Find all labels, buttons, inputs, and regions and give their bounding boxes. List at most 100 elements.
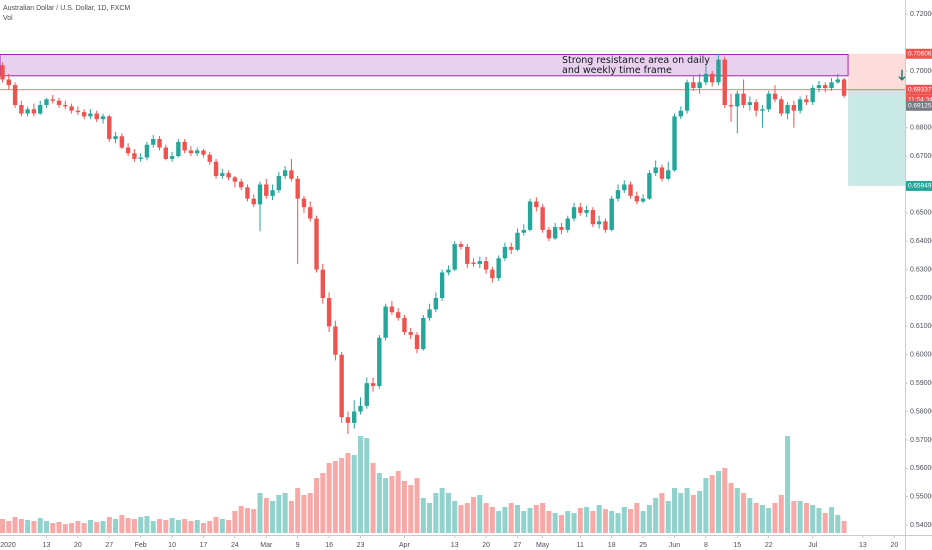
volume-bar bbox=[169, 518, 175, 533]
candle-body bbox=[678, 110, 683, 117]
volume-bar bbox=[345, 453, 351, 533]
x-tick-label: Apr bbox=[399, 542, 411, 549]
volume-bar bbox=[690, 495, 696, 533]
candle-body bbox=[578, 207, 583, 213]
candle-body bbox=[779, 99, 784, 114]
volume-bar bbox=[100, 521, 106, 533]
position-arrow bbox=[898, 69, 906, 81]
volume-bar bbox=[6, 521, 12, 533]
candle-body bbox=[452, 244, 457, 270]
volume-bar bbox=[759, 505, 765, 533]
candle-body bbox=[841, 79, 847, 96]
candle-body bbox=[395, 312, 401, 318]
stop-label: 0.70606 bbox=[908, 50, 932, 57]
candle-body bbox=[125, 147, 131, 154]
volume-bar bbox=[50, 523, 56, 533]
candle-body bbox=[163, 147, 168, 159]
candle-body bbox=[169, 156, 175, 159]
volume-bar bbox=[351, 455, 357, 533]
candle-body bbox=[735, 93, 740, 107]
candle-body bbox=[301, 198, 307, 208]
candle-body bbox=[753, 102, 759, 111]
candle-body bbox=[100, 116, 106, 120]
candle-body bbox=[496, 258, 501, 279]
volume-bar bbox=[715, 471, 721, 533]
volume-bar bbox=[464, 503, 470, 533]
candle-body bbox=[257, 184, 263, 205]
candle-body bbox=[138, 157, 143, 159]
candle-body bbox=[69, 106, 74, 111]
candle-body bbox=[471, 262, 476, 264]
candle-body bbox=[703, 73, 709, 83]
candle-body bbox=[433, 298, 439, 310]
candle-body bbox=[483, 261, 489, 270]
candle-body bbox=[540, 207, 545, 230]
volume-bar bbox=[270, 501, 276, 533]
candle-body bbox=[515, 232, 520, 250]
volume-bar bbox=[320, 473, 326, 533]
candle-body bbox=[81, 112, 87, 117]
candle-body bbox=[797, 99, 803, 111]
entry-label-box bbox=[906, 84, 932, 95]
resistance-text: and weekly time frame bbox=[562, 65, 672, 76]
volume-bar bbox=[144, 516, 150, 533]
candle-body bbox=[521, 229, 526, 233]
candle-body bbox=[408, 332, 413, 335]
volume-bar bbox=[653, 498, 659, 533]
volume-bar bbox=[458, 505, 464, 533]
candle-body bbox=[37, 105, 43, 114]
volume-bar bbox=[326, 463, 332, 533]
volume-bar bbox=[87, 520, 93, 533]
candle-body bbox=[804, 99, 809, 103]
x-tick-label: 22 bbox=[765, 542, 773, 549]
volume-bar bbox=[383, 478, 389, 533]
candle-body bbox=[653, 167, 658, 174]
candle-body bbox=[132, 153, 137, 159]
volume-bar bbox=[106, 517, 112, 533]
x-tick-label: 2020 bbox=[0, 542, 16, 549]
candle-body bbox=[829, 82, 834, 88]
candle-body bbox=[596, 221, 602, 225]
target-label-box bbox=[906, 180, 932, 191]
candle-body bbox=[19, 105, 24, 114]
volume-bar bbox=[157, 519, 163, 533]
target-zone bbox=[848, 89, 905, 186]
candle-body bbox=[697, 82, 702, 88]
x-tick-label: 25 bbox=[639, 542, 647, 549]
volume-bar bbox=[439, 488, 445, 533]
volume-bar bbox=[628, 509, 634, 533]
volume-bar bbox=[477, 495, 483, 533]
volume-bar bbox=[590, 511, 596, 533]
x-tick-label: 13 bbox=[451, 542, 459, 549]
volume-bar bbox=[288, 501, 294, 533]
candle-body bbox=[490, 269, 495, 279]
volume-bar bbox=[62, 524, 68, 533]
candle-body bbox=[232, 177, 238, 182]
candle-body bbox=[747, 102, 753, 106]
candle-body bbox=[370, 383, 376, 386]
volume-bar bbox=[558, 515, 564, 533]
volume-bar bbox=[307, 493, 313, 533]
volume-bar bbox=[226, 520, 232, 533]
volume-bar bbox=[841, 521, 847, 533]
candle-body bbox=[144, 144, 150, 158]
volume-bar bbox=[772, 503, 778, 533]
candle-body bbox=[289, 170, 294, 179]
volume-bar bbox=[75, 521, 81, 533]
candle-body bbox=[634, 195, 640, 202]
candle-body bbox=[502, 246, 508, 259]
volume-bar bbox=[182, 519, 188, 533]
volume-bar bbox=[213, 517, 219, 533]
volume-bar bbox=[722, 468, 728, 533]
volume-bar bbox=[251, 509, 257, 533]
volume-bar bbox=[37, 518, 43, 533]
volume-bar bbox=[634, 503, 640, 533]
volume-bar bbox=[175, 520, 181, 533]
candle-body bbox=[201, 150, 206, 155]
stop-label-box bbox=[906, 48, 932, 59]
